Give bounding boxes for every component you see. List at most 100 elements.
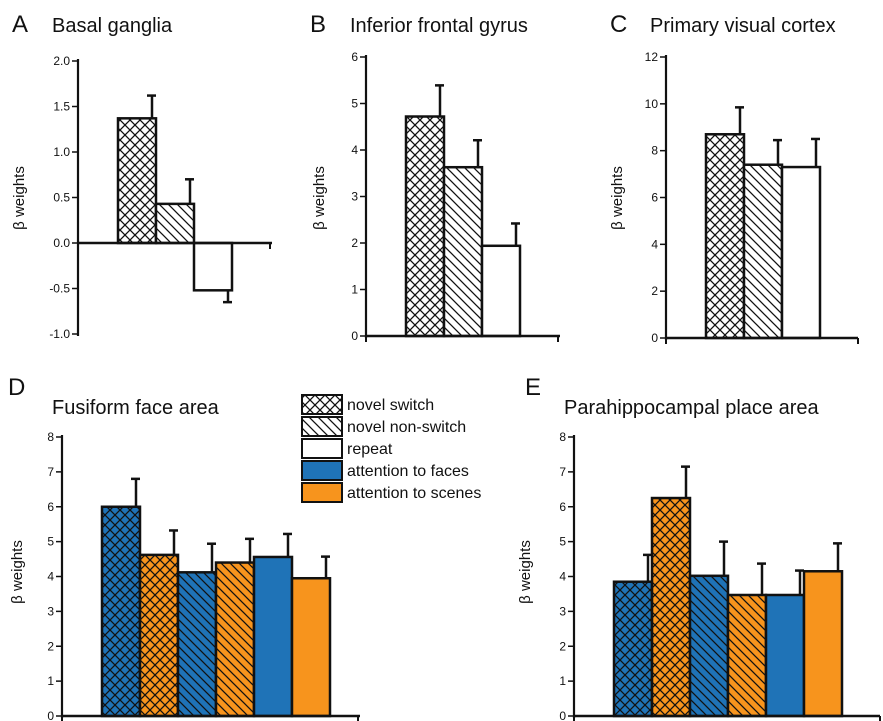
panel-title: Fusiform face area [52, 397, 220, 419]
panel-title: Inferior frontal gyrus [350, 15, 528, 37]
y-tick-label: 1.5 [53, 100, 70, 114]
y-tick-label: 4 [47, 570, 54, 584]
legend-item-attention-to-faces: attention to faces [301, 460, 469, 481]
bar-hatch [444, 167, 482, 336]
y-tick-label: 6 [559, 500, 566, 514]
y-tick-label: 0.0 [53, 236, 70, 250]
bar-hatch [140, 554, 178, 716]
y-tick-label: -0.5 [49, 282, 70, 296]
y-tick-label: 1 [47, 674, 54, 688]
bar-repeat [782, 167, 820, 338]
y-tick-label: 1.0 [53, 145, 70, 159]
y-axis-label: β weights [311, 166, 328, 230]
y-tick-label: 0 [351, 329, 358, 343]
y-tick-label: 6 [351, 50, 358, 64]
y-tick-label: 5 [47, 535, 54, 549]
legend-label: novel non-switch [347, 419, 466, 436]
y-tick-label: 6 [47, 500, 54, 514]
legend-swatch-outline [301, 416, 343, 437]
y-tick-label: 0 [559, 709, 566, 721]
panel-a: A Basal ganglia β weights -1.0 -0.5 0.0 0.5 1.0… [11, 11, 272, 341]
legend-item-repeat: repeat [301, 438, 393, 459]
legend-item-novel-non-switch: novel non-switch [301, 416, 466, 437]
y-tick-label: 2.0 [53, 54, 70, 68]
legend-label: novel switch [347, 397, 434, 414]
y-tick-label: 4 [651, 237, 658, 251]
y-tick-label: 0 [651, 331, 658, 345]
panel-letter: D [8, 374, 25, 401]
bar-hatch [728, 594, 766, 716]
y-tick-label: 10 [645, 97, 659, 111]
bar-hatch [178, 572, 216, 716]
bar-hatch [690, 575, 728, 716]
panel-b: B Inferior frontal gyrus β weights 0 1 2 3 4 5 6 [310, 11, 560, 343]
y-tick-label: 2 [651, 284, 658, 298]
legend-swatch [302, 439, 342, 458]
y-tick-label: 2 [351, 236, 358, 250]
y-axis-label: β weights [11, 166, 28, 230]
legend-item-novel-switch: novel switch [301, 394, 434, 415]
y-tick-label: 4 [351, 143, 358, 157]
y-tick-label: 8 [47, 430, 54, 444]
bar-hatch [652, 498, 690, 716]
y-tick-label: 1 [351, 283, 358, 297]
y-tick-label: 7 [559, 465, 566, 479]
legend-swatch-hatch [302, 417, 342, 436]
legend-swatch-outline [301, 482, 343, 503]
bar-repeat [194, 243, 232, 291]
bar-hatch [102, 506, 140, 716]
y-tick-label: 8 [651, 144, 658, 158]
panel-title: Parahippocampal place area [564, 397, 819, 419]
y-tick-label: 6 [651, 191, 658, 205]
y-tick-label: 2 [559, 639, 566, 653]
bar-repeat-attention-to-faces [254, 556, 292, 716]
y-axis-label: β weights [609, 166, 626, 230]
bar-repeat-attention-to-scenes [292, 578, 330, 716]
y-tick-label: 0.5 [53, 191, 70, 205]
panel-title: Primary visual cortex [650, 15, 836, 37]
bar-repeat [482, 245, 520, 336]
legend-label: repeat [347, 441, 393, 458]
y-tick-label: 3 [47, 604, 54, 618]
y-tick-label: 3 [559, 604, 566, 618]
y-axis-label: β weights [9, 540, 26, 604]
bar-hatch [216, 562, 254, 716]
y-axis-label: β weights [517, 540, 534, 604]
bar-hatch [744, 164, 782, 338]
panel-title: Basal ganglia [52, 15, 173, 37]
legend-swatch [302, 461, 342, 480]
panel-letter: C [610, 11, 627, 38]
bar-hatch [118, 118, 156, 243]
y-tick-label: 1 [559, 674, 566, 688]
bar-hatch [156, 203, 194, 243]
y-tick-label: 2 [47, 639, 54, 653]
legend-swatch-outline [301, 438, 343, 459]
panel-d: D Fusiform face area β weights 0 1 2 3 4 5 6 7 8 [8, 374, 360, 721]
y-tick-label: 12 [645, 50, 659, 64]
legend-swatch-outline [301, 460, 343, 481]
bar-hatch [406, 116, 444, 337]
y-tick-label: 5 [559, 535, 566, 549]
bar-hatch [614, 581, 652, 716]
y-tick-label: 8 [559, 430, 566, 444]
panel-letter: A [12, 11, 28, 38]
y-tick-label: 4 [559, 570, 566, 584]
legend-label: attention to scenes [347, 485, 481, 502]
legend: novel switch novel non-switch repeat attent… [301, 394, 481, 503]
y-tick-label: 3 [351, 190, 358, 204]
bar-hatch [706, 134, 744, 338]
legend-label: attention to faces [347, 463, 469, 480]
bar-repeat-attention-to-faces [766, 594, 804, 716]
bar-repeat-attention-to-scenes [804, 571, 842, 716]
panel-letter: B [310, 11, 326, 38]
y-tick-label: 0 [47, 709, 54, 721]
y-tick-label: 7 [47, 465, 54, 479]
legend-swatch-outline [301, 394, 343, 415]
panel-c: C Primary visual cortex β weights 0 2 4 6 8 10 12 [609, 11, 859, 345]
y-tick-label: 5 [351, 97, 358, 111]
panel-letter: E [525, 374, 541, 401]
legend-item-attention-to-scenes: attention to scenes [301, 482, 481, 503]
y-tick-label: -1.0 [49, 327, 70, 341]
panel-e: E Parahippocampal place area β weights 0 1 2 3… [517, 374, 881, 721]
